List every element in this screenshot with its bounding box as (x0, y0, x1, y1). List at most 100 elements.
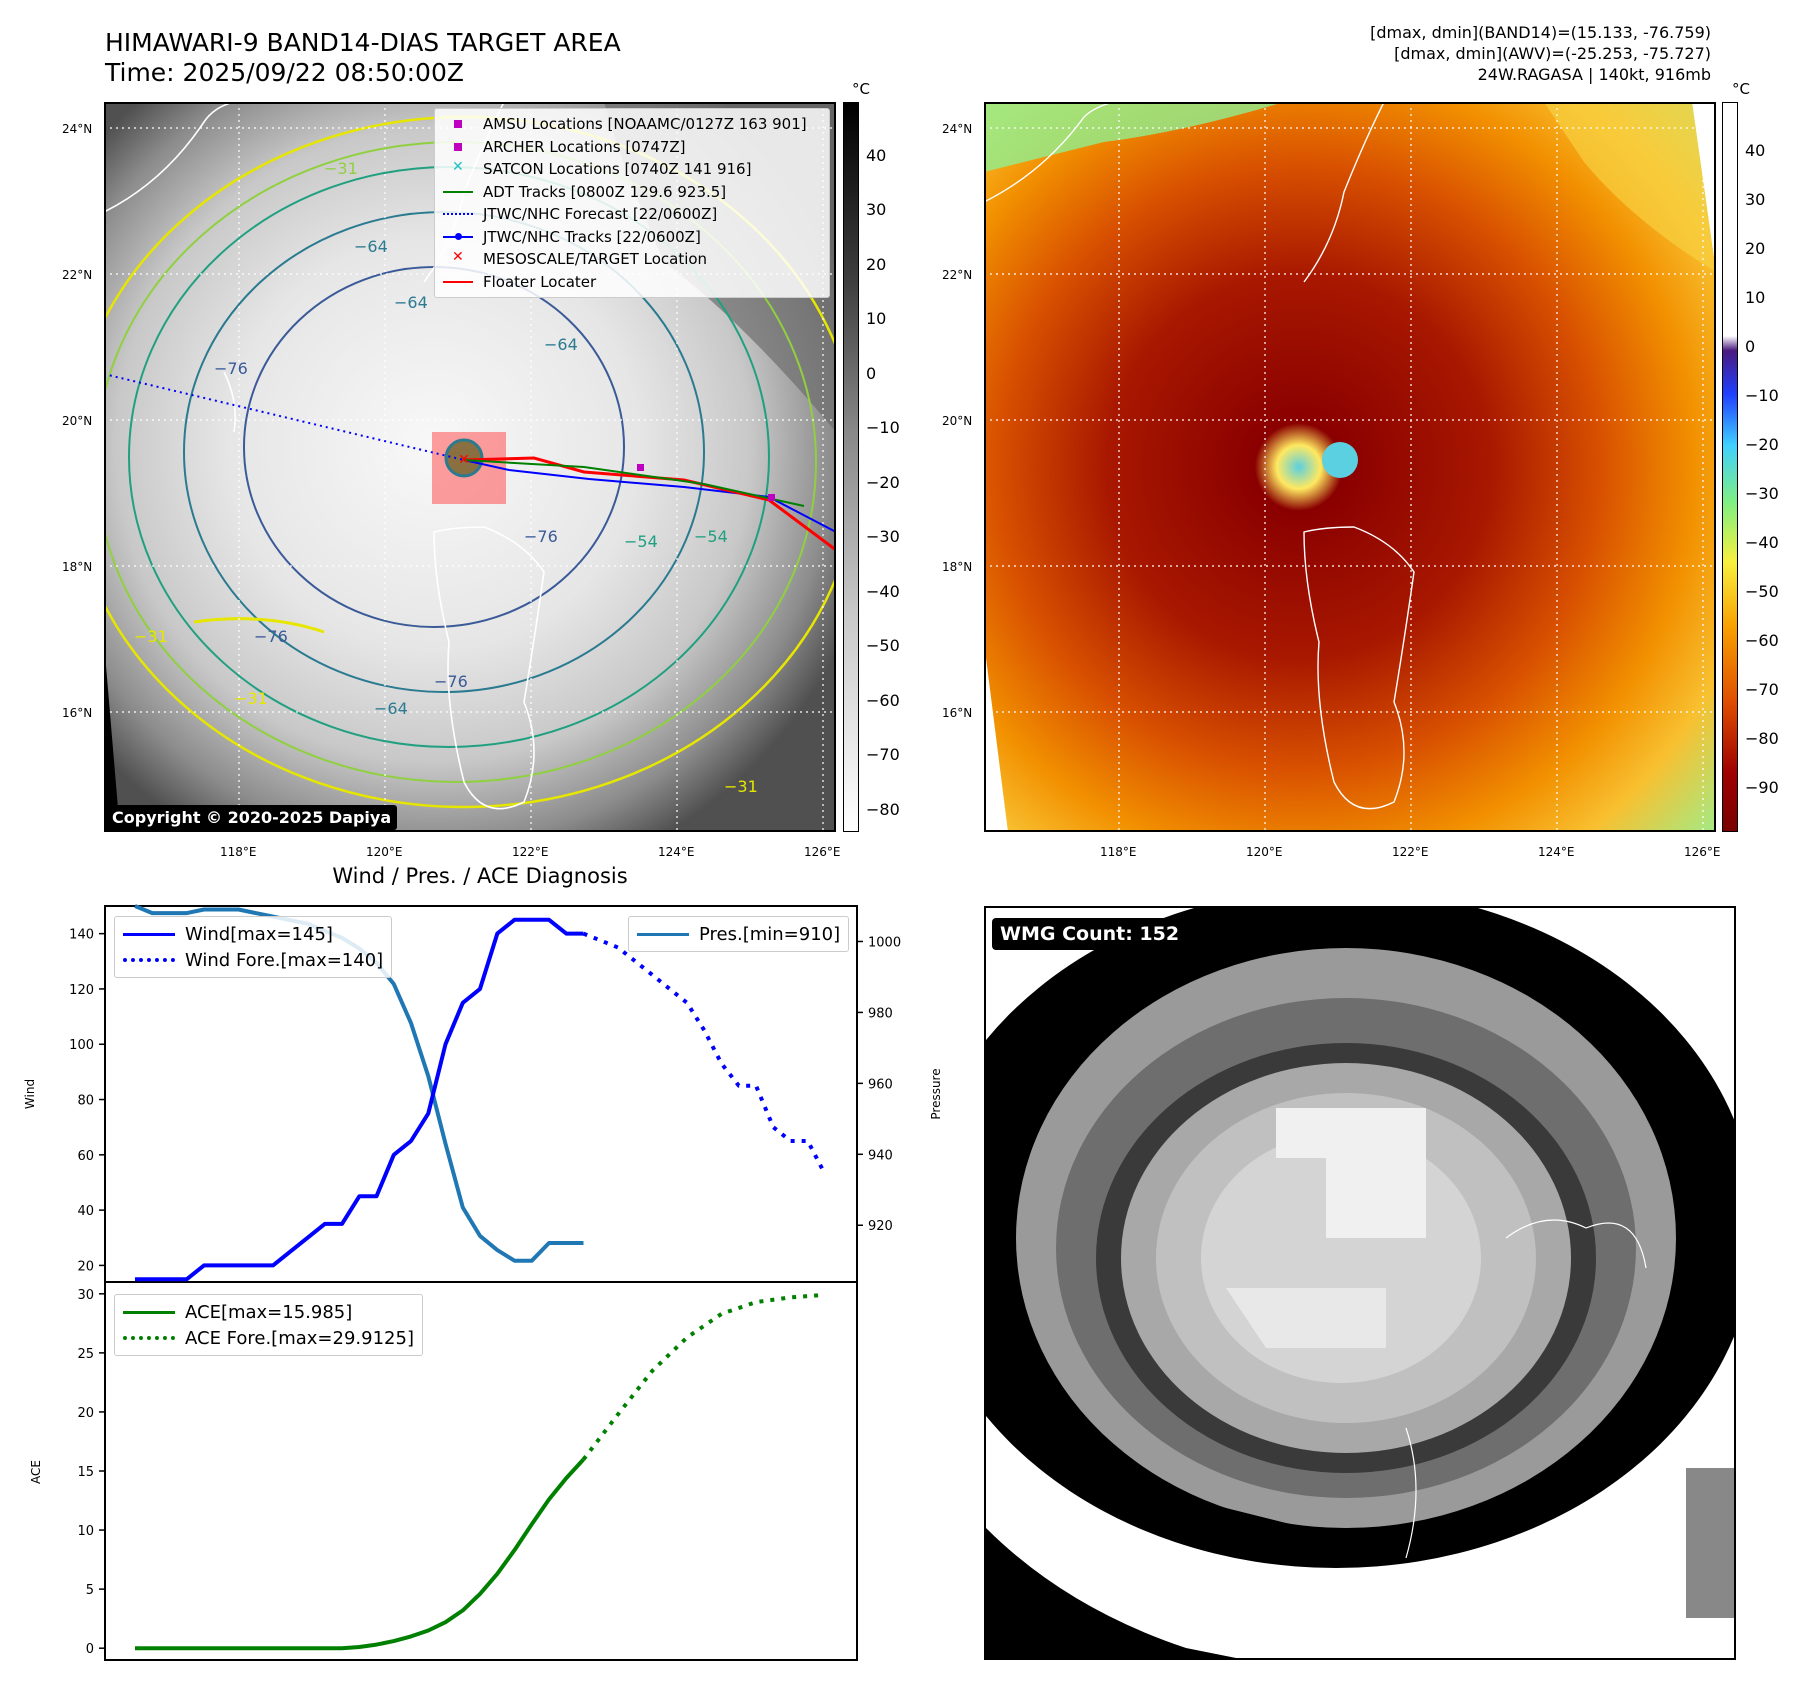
wind-tick-label: 100 (69, 1038, 94, 1053)
wind-tick-label: 20 (77, 1259, 94, 1274)
lat-label: 22°N (942, 268, 973, 282)
legend-label: Floater Locater (483, 272, 597, 291)
legend-label: Wind Fore.[max=140] (185, 949, 384, 971)
color-colorbar-tick: −50 (1745, 582, 1779, 601)
wind-tick-label: 80 (77, 1094, 94, 1109)
title-line-2: Time: 2025/09/22 08:50:00Z (105, 58, 464, 87)
lon-label: 118°E (1100, 845, 1137, 859)
square-icon (443, 140, 473, 154)
ace-lines (135, 1292, 826, 1651)
legend-label: Wind[max=145] (185, 923, 333, 945)
lon-label: 120°E (366, 845, 403, 859)
legend-label: Pres.[min=910] (699, 923, 841, 945)
amsu-marker (637, 464, 644, 471)
legend-item-pressure: Pres.[min=910] (637, 921, 840, 947)
pressure-legend: Pres.[min=910] (628, 916, 850, 952)
page-title: HIMAWARI-9 BAND14-DIAS TARGET AREA Time:… (105, 28, 621, 88)
gray-colorbar (843, 102, 859, 832)
legend-item-wind-forecast: Wind Fore.[max=140] (123, 947, 383, 973)
wind-tick-label: 40 (77, 1204, 94, 1219)
contour-label: −31 (134, 627, 168, 646)
color-ir-map (983, 101, 1716, 832)
ace-tick-label: 5 (86, 1583, 94, 1598)
x-icon: ✕ (452, 159, 464, 176)
pressure-tick-label: 1000 (868, 935, 901, 950)
pressure-tick-label: 980 (868, 1006, 893, 1021)
color-colorbar-tick: −80 (1745, 729, 1779, 748)
contour-label: −64 (374, 699, 408, 718)
best-track (463, 459, 837, 533)
gray-colorbar-tick: −60 (866, 691, 900, 710)
diagnosis-title: Wind / Pres. / ACE Diagnosis (332, 864, 628, 888)
lon-label: 124°E (1538, 845, 1575, 859)
color-colorbar-tick: 30 (1745, 190, 1766, 209)
color-colorbar-tick: −10 (1745, 386, 1779, 405)
legend-item-forecast: JTWC/NHC Forecast [22/0600Z] (443, 203, 821, 226)
ace-ticks: 0 5 10 15 20 25 30 (77, 1288, 105, 1657)
x-icon: ✕ (452, 249, 464, 266)
legend-item-ace-forecast: ACE Fore.[max=29.9125] (123, 1325, 414, 1351)
lat-label: 16°N (62, 706, 93, 720)
wind-line (135, 917, 584, 1282)
lat-label: 16°N (942, 706, 973, 720)
gray-colorbar-tick: 40 (866, 146, 887, 165)
contour-label: −76 (524, 527, 558, 546)
legend-label: MESOSCALE/TARGET Location (483, 250, 708, 269)
contour-label: −31 (324, 159, 358, 178)
legend-label: ACE[max=15.985] (185, 1301, 353, 1323)
color-colorbar-tick: −40 (1745, 533, 1779, 552)
wind-forecast-line (582, 931, 827, 1176)
line-icon (123, 927, 175, 941)
lat-label: 18°N (62, 560, 93, 574)
legend-item-tracks: JTWC/NHC Tracks [22/0600Z] (443, 226, 821, 249)
ace-tick-label: 25 (77, 1347, 94, 1362)
gray-colorbar-tick: −30 (866, 527, 900, 546)
contour-label: −54 (694, 527, 728, 546)
pressure-tick-label: 920 (868, 1219, 893, 1234)
legend-item-floater: Floater Locater (443, 271, 821, 294)
info-line-1: [dmax, dmin](BAND14)=(15.133, -76.759) (1370, 23, 1711, 42)
map-legend: AMSU Locations [NOAAMC/0127Z 163 901] AR… (434, 108, 830, 298)
pressure-ticks: 920 940 960 980 1000 (857, 935, 901, 1234)
lon-label: 126°E (804, 845, 841, 859)
legend-label: JTWC/NHC Tracks [22/0600Z] (483, 227, 701, 246)
wind-ylabel: Wind (23, 1079, 37, 1109)
legend-label: ACE Fore.[max=29.9125] (185, 1327, 414, 1349)
legend-item-archer: ARCHER Locations [0747Z] (443, 136, 821, 159)
line-icon (637, 927, 689, 941)
gray-colorbar-tick: −70 (866, 745, 900, 764)
dotted-line-icon (123, 953, 175, 967)
color-colorbar-tick: 10 (1745, 288, 1766, 307)
lon-label: 120°E (1246, 845, 1283, 859)
ace-tick-label: 15 (77, 1465, 94, 1480)
color-colorbar-tick: 0 (1745, 337, 1756, 356)
lon-label: 122°E (512, 845, 549, 859)
wind-ticks: 20 40 60 80 100 120 140 (69, 928, 105, 1274)
legend-label: ADT Tracks [0800Z 129.6 923.5] (483, 182, 727, 201)
line-icon (123, 1305, 175, 1319)
wmg-count-badge: WMG Count: 152 (992, 918, 1188, 950)
contour-label: −31 (234, 689, 268, 708)
lat-label: 22°N (62, 268, 93, 282)
ace-tick-label: 10 (77, 1524, 94, 1539)
color-map-gridlines (984, 102, 1716, 832)
color-ir-map-panel (983, 101, 1716, 832)
lon-label: 122°E (1392, 845, 1429, 859)
adt-track (463, 459, 805, 507)
contour-label: −76 (434, 672, 468, 691)
legend-label: JTWC/NHC Forecast [22/0600Z] (483, 205, 718, 224)
gray-colorbar-tick: −10 (866, 418, 900, 437)
legend-item-satcon: ✕ SATCON Locations [0740Z 141 916] (443, 158, 821, 181)
info-line-3: 24W.RAGASA | 140kt, 916mb (1477, 65, 1711, 84)
dotted-line-icon (123, 1331, 175, 1345)
wmg-image (986, 908, 1734, 1658)
color-coastlines (983, 101, 1415, 810)
archer-marker (768, 494, 775, 501)
wind-tick-label: 140 (69, 928, 94, 943)
storm-info: [dmax, dmin](BAND14)=(15.133, -76.759) [… (1370, 22, 1711, 85)
legend-label: SATCON Locations [0740Z 141 916] (483, 160, 752, 179)
lon-label: 124°E (658, 845, 695, 859)
forecast-track (103, 373, 465, 461)
line-icon (443, 275, 473, 289)
